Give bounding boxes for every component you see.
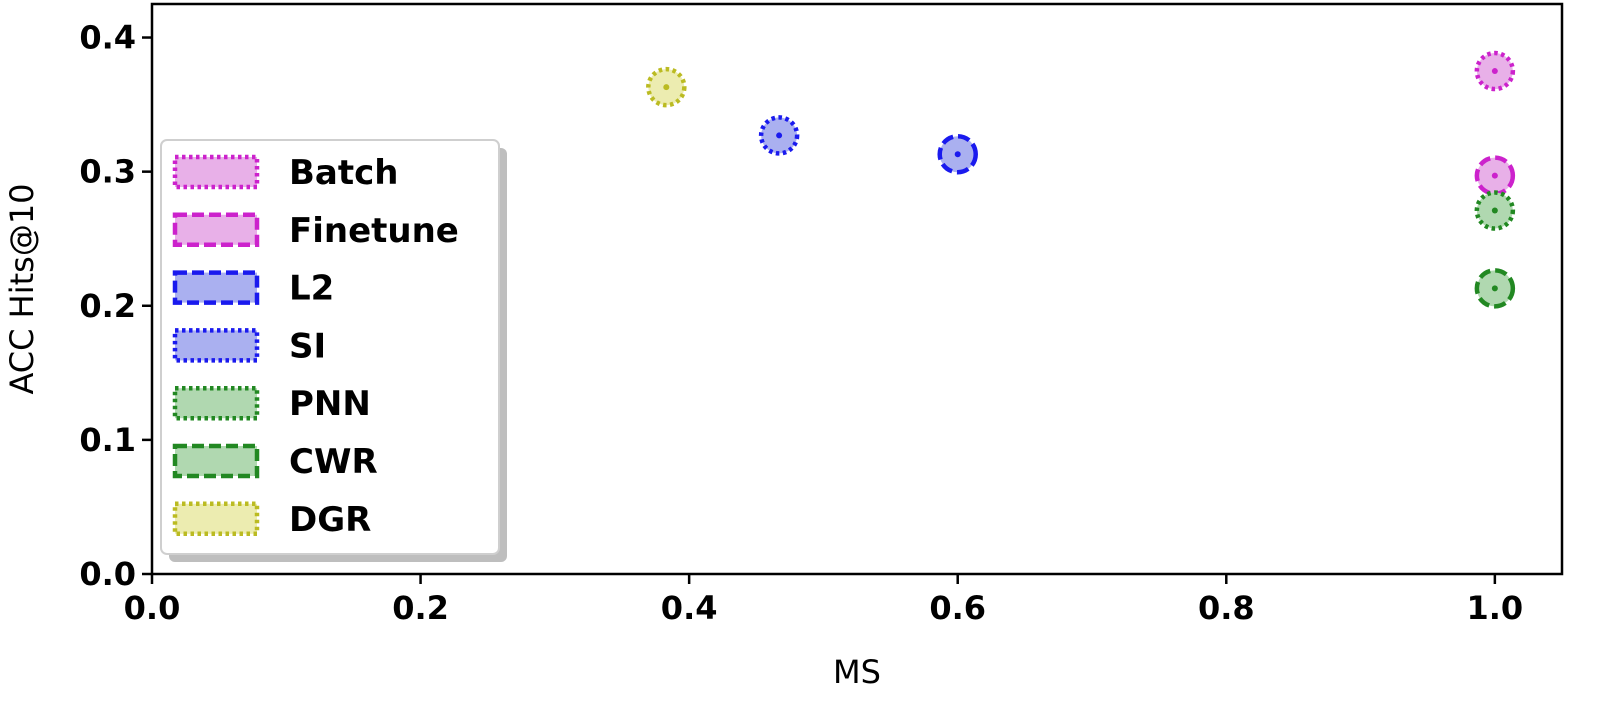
legend: Batch Finetune L2 SI PNN CWR DGR [160,139,507,562]
point-l2 [937,133,978,175]
legend-item-l2: L2 [172,269,334,309]
legend-swatch [172,270,260,305]
legend-swatch [172,443,260,479]
legend-label: SI [289,326,326,366]
x-axis-label: MS [833,653,881,691]
x-tick-label: 1.0 [1467,589,1524,627]
point-batch [1474,50,1516,92]
x-tick-label: 0.8 [1198,589,1255,627]
axes: 0.0 0.2 0.4 0.6 0.8 1.0 0.0 0.1 0.2 0.3 0.4 [79,19,1523,627]
x-tick-label: 0.4 [661,589,718,627]
legend-label: DGR [289,500,371,540]
y-tick-label: 0.0 [79,555,136,593]
legend-swatch [172,154,260,190]
y-tick-label: 0.3 [79,153,136,191]
point-si [758,115,800,156]
y-tick-label: 0.2 [79,287,136,325]
legend-item-cwr: CWR [172,442,378,482]
legend-label: Batch [289,153,398,193]
legend-swatch [172,385,260,421]
x-tick-label: 0.0 [124,589,181,627]
legend-label: CWR [289,442,378,482]
legend-item-finetune: Finetune [172,211,459,251]
point-pnn [1474,190,1516,231]
y-tick-label: 0.1 [79,421,136,459]
x-tick-label: 0.2 [392,589,449,627]
legend-label: PNN [289,384,371,424]
legend-swatch [172,501,260,537]
point-finetune [1474,155,1516,196]
point-dgr [646,66,687,108]
legend-swatch [172,212,260,248]
legend-item-batch: Batch [172,153,398,193]
legend-label: L2 [289,269,334,309]
point-cwr [1474,268,1516,309]
y-tick-label: 0.4 [79,19,136,57]
x-tick-label: 0.6 [929,589,986,627]
legend-item-pnn: PNN [172,384,371,424]
y-axis-label: ACC Hits@10 [3,183,41,394]
plot-marks [646,50,1516,309]
legend-label: Finetune [289,211,459,251]
legend-item-dgr: DGR [172,500,371,540]
legend-swatch [172,328,260,363]
plot-frame [150,2,1564,576]
legend-item-si: SI [172,326,326,366]
